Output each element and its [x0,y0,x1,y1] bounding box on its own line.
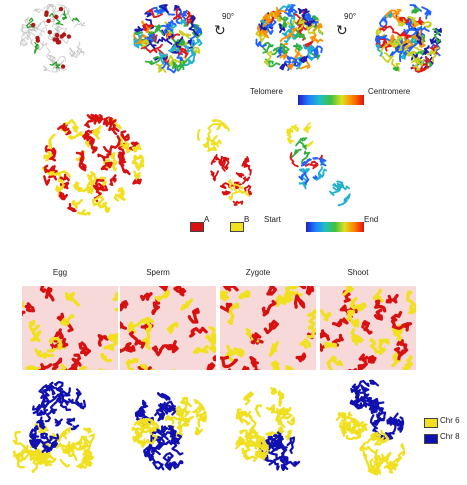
rotation-label-2: 90° [344,12,357,21]
compartment-ab-structure [41,113,145,216]
genome-structure-gray-green [19,3,86,73]
legend-chr6-label: Chr 6 [440,416,460,425]
legend-b-label: B [244,215,250,224]
legend-chr8-label: Chr 8 [440,432,460,441]
legend-b-swatch [230,222,244,232]
single-chromosome-ab-structure [197,119,253,206]
single-chromosome-rainbow-structure [286,122,351,207]
telomere-centromere-gradient-bar [298,95,364,105]
legend-chr8-swatch [424,434,438,444]
telomere-label: Telomere [250,87,283,96]
genome-structure-rainbow-1 [133,4,203,74]
column-label-shoot: Shoot [347,268,369,277]
column-label-sperm: Sperm [146,268,170,277]
sperm-chr6-chr8-structure [131,392,208,471]
rotation-arrow-icon: ↻ [336,22,348,38]
zygote-ab-closeup [220,286,316,370]
legend-a-swatch [190,222,204,232]
egg-ab-closeup [22,286,118,370]
sperm-ab-closeup [120,286,216,370]
shoot-chr6-chr8-structure [335,379,406,476]
start-label: Start [264,215,281,224]
rotation-label-1: 90° [222,12,235,21]
egg-chr6-chr8-structure [12,380,95,474]
zygote-chr6-chr8-structure [235,387,301,472]
genome-structure-rainbow-3 [375,4,442,73]
centromere-label: Centromere [368,87,411,96]
end-label: End [364,215,379,224]
column-label-zygote: Zygote [245,268,271,277]
genome-structure-rainbow-2 [255,4,324,71]
legend-a-label: A [204,215,210,224]
rotation-arrow-icon: ↻ [214,22,226,38]
legend-chr6-swatch [424,418,438,428]
shoot-ab-closeup [320,286,416,370]
start-end-gradient-bar [306,222,364,232]
column-label-egg: Egg [52,268,68,277]
